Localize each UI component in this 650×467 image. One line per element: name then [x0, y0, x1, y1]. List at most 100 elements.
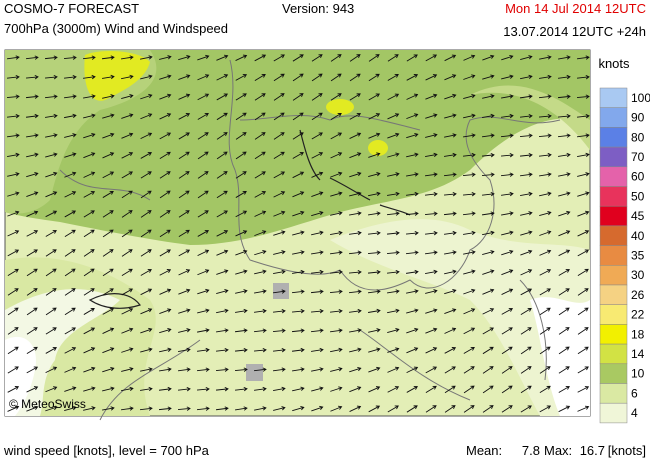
wind-arrow	[121, 386, 134, 392]
wind-arrow	[576, 133, 590, 138]
wind-arrow	[539, 405, 552, 413]
wind-arrow	[291, 328, 305, 333]
wind-arrow	[158, 386, 172, 392]
wind-arrow	[387, 366, 400, 373]
wind-arrow	[6, 74, 20, 80]
wind-arrow	[177, 406, 191, 411]
wind-arrow	[463, 288, 476, 295]
max-label: Max:	[544, 443, 572, 458]
wind-arrow	[177, 367, 191, 372]
wind-arrow	[577, 191, 590, 197]
wind-arrow	[538, 133, 552, 138]
wind-arrow	[310, 308, 324, 314]
wind-arrow	[82, 74, 96, 80]
wind-arrow	[102, 94, 115, 99]
wind-arrow	[140, 210, 152, 218]
wind-arrow	[273, 191, 286, 198]
wind-arrow	[482, 74, 495, 80]
wind-arrow	[253, 386, 267, 392]
wind-zone-4	[5, 289, 120, 416]
wind-arrow	[253, 308, 267, 314]
wind-arrow	[197, 269, 210, 276]
wind-arrow	[178, 113, 191, 120]
wind-arrow	[7, 366, 19, 374]
wind-arrow	[159, 171, 171, 179]
footer-description: wind speed [knots], level = 700 hPa	[3, 443, 210, 458]
wind-arrow	[253, 347, 267, 353]
wind-arrow	[349, 73, 361, 82]
wind-arrow	[482, 308, 495, 315]
wind-arrow	[349, 54, 361, 62]
wind-arrow	[406, 74, 419, 81]
wind-arrow	[140, 190, 152, 199]
wind-arrow	[520, 55, 533, 60]
legend-label: 6	[631, 386, 638, 400]
wind-arrow	[178, 269, 191, 276]
wind-arrow	[406, 172, 419, 177]
wind-arrow	[140, 249, 152, 257]
wind-arrow	[444, 113, 457, 119]
wind-arrow	[121, 229, 133, 238]
wind-arrow	[273, 171, 286, 179]
legend-title: knots	[598, 56, 630, 71]
wind-arrow	[463, 250, 476, 255]
wind-arrow	[463, 94, 476, 100]
wind-zone-4	[330, 219, 590, 416]
wind-arrow	[500, 172, 514, 177]
wind-arrow	[216, 54, 229, 61]
wind-arrow	[121, 132, 134, 139]
wind-arrow	[45, 191, 58, 198]
wind-arrow	[254, 112, 266, 121]
wind-arrow	[349, 211, 362, 216]
wind-arrow	[178, 308, 191, 314]
wind-arrow	[140, 229, 152, 238]
wind-arrow	[216, 171, 228, 179]
wind-zone-10	[5, 50, 590, 245]
wind-arrow	[311, 54, 323, 62]
wind-arrow	[424, 172, 438, 177]
wind-arrow	[26, 307, 38, 316]
wind-arrow	[406, 113, 419, 120]
wind-arrow	[102, 268, 114, 277]
wind-arrow	[501, 249, 514, 256]
run-time: 13.07.2014 12UTC +24h	[503, 24, 646, 39]
wind-arrow	[557, 152, 571, 158]
wind-arrow	[197, 54, 210, 61]
wind-arrow	[405, 269, 419, 275]
wind-arrow	[501, 327, 513, 335]
wind-arrow	[254, 210, 267, 217]
wind-arrow	[425, 133, 438, 138]
wind-arrow	[273, 73, 285, 82]
wind-arrow	[45, 366, 58, 374]
wind-arrow	[443, 211, 457, 216]
wind-arrow	[444, 269, 457, 275]
wind-arrow	[291, 289, 305, 294]
wind-arrow	[387, 113, 400, 120]
wind-arrow	[520, 211, 533, 216]
wind-arrow	[140, 288, 153, 296]
wind-arrow	[64, 249, 76, 257]
wind-arrow	[6, 94, 20, 99]
wind-arrow	[121, 268, 133, 277]
wind-arrow	[159, 249, 171, 257]
wind-arrow	[64, 210, 76, 218]
wind-arrow	[557, 74, 571, 80]
wind-arrow	[386, 211, 400, 216]
wind-arrow	[520, 405, 532, 413]
wind-arrow	[63, 74, 77, 80]
wind-arrow	[577, 386, 590, 393]
wind-arrow	[558, 307, 570, 316]
wind-zone	[470, 85, 590, 150]
wind-arrow	[45, 152, 58, 158]
wind-arrow	[64, 386, 77, 392]
wind-arrow	[501, 288, 514, 295]
wind-arrow	[387, 152, 400, 158]
legend-label: 45	[631, 209, 645, 223]
wind-arrow	[329, 269, 343, 275]
wind-arrow	[45, 133, 58, 138]
wind-arrow	[234, 367, 248, 372]
wind-arrow	[121, 152, 134, 159]
wind-arrow	[367, 230, 381, 236]
wind-arrow	[387, 308, 400, 314]
wind-max	[326, 99, 354, 115]
